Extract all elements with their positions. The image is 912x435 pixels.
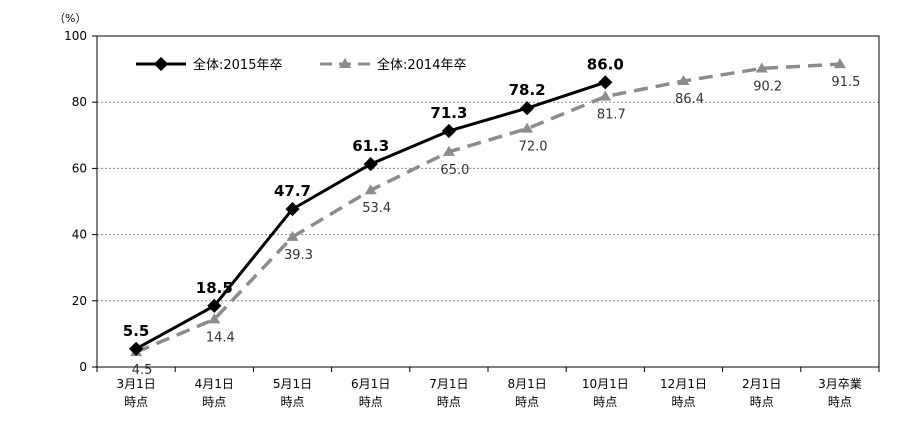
data-label-2015: 61.3 [352, 137, 389, 155]
x-tick-label: 時点 [750, 395, 774, 409]
x-tick-label: 時点 [671, 395, 695, 409]
x-tick-label: 時点 [593, 395, 617, 409]
data-point-2015 [520, 101, 535, 116]
x-tick-label: 時点 [280, 395, 304, 409]
data-point-2015 [285, 202, 300, 217]
data-label-2015: 47.7 [274, 182, 311, 200]
x-tick-label: 5月1日 [273, 377, 312, 391]
x-tick-label: 時点 [515, 395, 539, 409]
series-line-2014 [135, 62, 840, 354]
x-tick-label: 3月卒業 [818, 377, 862, 391]
y-tick-label: 100 [64, 29, 87, 43]
x-tick-label: 3月1日 [116, 377, 155, 391]
data-label-2014: 86.4 [675, 92, 704, 107]
legend-marker-2015 [153, 56, 169, 72]
x-tick-label: 8月1日 [507, 377, 546, 391]
data-label-2014: 53.4 [362, 201, 391, 216]
data-label-2014: 14.4 [206, 330, 235, 345]
y-axis-label: （%） [54, 12, 86, 25]
x-tick-label: 時点 [359, 395, 383, 409]
data-label-2015: 18.5 [196, 279, 233, 297]
data-point-2014 [755, 62, 768, 73]
x-tick-label: 4月1日 [195, 377, 234, 391]
x-tick-label: 時点 [828, 395, 852, 409]
legend: 全体:2015年卒 全体:2014年卒 [136, 56, 466, 73]
x-tick-label: 12月1日 [660, 377, 707, 391]
x-tick-label: 時点 [124, 395, 148, 409]
legend-label-2015: 全体:2015年卒 [193, 57, 282, 73]
data-point-2014 [442, 145, 455, 156]
legend-marker-2014 [339, 58, 351, 68]
y-tick-label: 80 [72, 95, 87, 109]
data-label-2014: 65.0 [440, 163, 469, 178]
legend-label-2014: 全体:2014年卒 [377, 57, 466, 73]
data-point-2015 [207, 298, 222, 313]
y-tick-label: 40 [72, 228, 87, 242]
data-label-2014: 4.5 [132, 363, 153, 378]
data-label-2015: 78.2 [509, 81, 546, 99]
data-label-2015: 71.3 [430, 104, 467, 122]
x-tick-label: 時点 [437, 395, 461, 409]
x-tick-label: 時点 [202, 395, 226, 409]
data-point-2015 [598, 75, 613, 90]
data-label-2014: 72.0 [519, 140, 548, 155]
data-labels: 5.5 18.5 47.7 61.3 71.3 78.2 86.0 4.5 14.4 39.3 53… [123, 55, 861, 378]
data-point-2014 [677, 75, 690, 86]
data-point-2015 [129, 341, 144, 356]
data-point-2014 [208, 313, 221, 324]
y-tick-label: 60 [72, 161, 87, 175]
series-group [129, 58, 846, 357]
plot-area [96, 35, 880, 368]
y-tick-label: 20 [72, 294, 87, 308]
data-point-2014 [521, 122, 534, 133]
data-point-2015 [363, 157, 378, 172]
data-label-2015: 86.0 [587, 55, 624, 73]
data-point-2014 [364, 184, 377, 195]
y-tick-labels: 0 20 40 60 80 100 [64, 29, 87, 374]
data-label-2014: 81.7 [597, 108, 626, 123]
data-point-2015 [441, 123, 456, 139]
grid-lines [92, 35, 880, 372]
data-label-2015: 5.5 [123, 322, 150, 340]
data-label-2014: 91.5 [831, 75, 860, 90]
data-label-2014: 39.3 [284, 248, 313, 263]
data-label-2014: 90.2 [753, 79, 782, 94]
x-tick-label: 7月1日 [429, 377, 468, 391]
data-point-2014 [286, 230, 299, 241]
x-tick-label: 6月1日 [351, 377, 390, 391]
y-tick-label: 0 [79, 360, 87, 374]
data-point-2014 [599, 90, 612, 101]
data-point-2014 [833, 58, 846, 69]
x-tick-label: 10月1日 [582, 377, 629, 391]
x-tick-label: 2月1日 [742, 377, 781, 391]
